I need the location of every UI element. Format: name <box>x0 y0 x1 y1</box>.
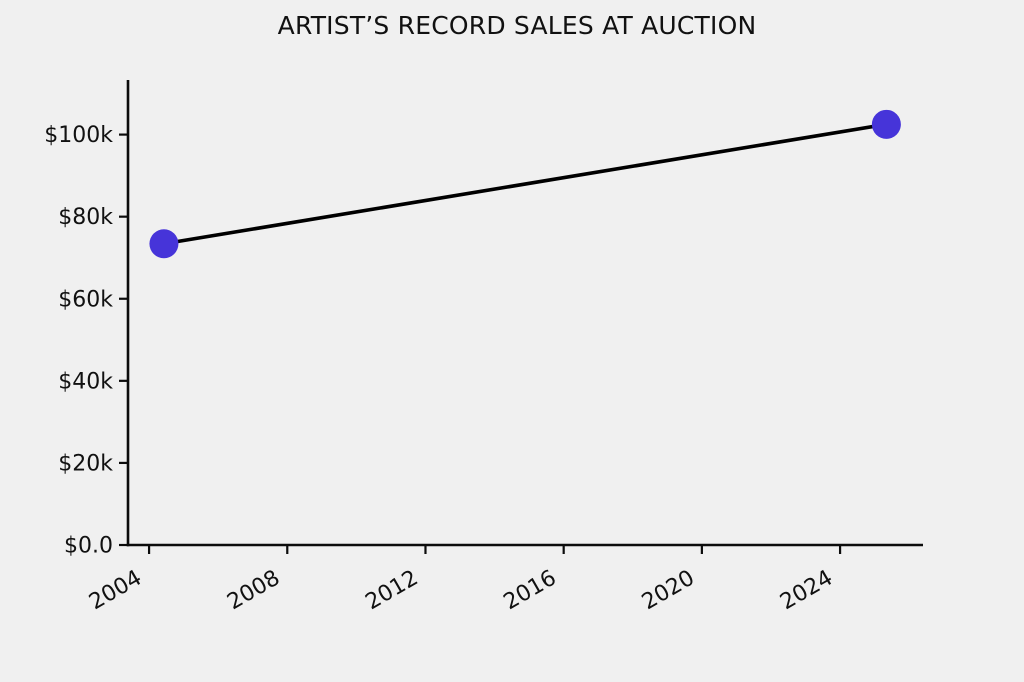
y-tick-label: $60k <box>58 287 113 312</box>
sales-trend-line <box>162 122 889 246</box>
x-tick-label: 2020 <box>638 566 699 616</box>
x-tick-label: 2024 <box>776 566 837 616</box>
x-tick-label: 2008 <box>223 566 284 616</box>
y-tick-label: $0.0 <box>64 534 113 559</box>
x-tick-label: 2004 <box>85 566 146 616</box>
y-tick-label: $40k <box>58 369 113 394</box>
y-tick-label: $80k <box>58 205 113 230</box>
data-point-marker <box>149 229 179 259</box>
x-tick-label: 2016 <box>500 566 561 616</box>
chart-title: ARTIST’S RECORD SALES AT AUCTION <box>277 11 757 40</box>
y-tick-label: $20k <box>58 451 113 476</box>
x-tick-label: 2012 <box>361 566 422 616</box>
data-point-marker <box>871 109 901 139</box>
y-tick-label: $100k <box>44 123 113 148</box>
